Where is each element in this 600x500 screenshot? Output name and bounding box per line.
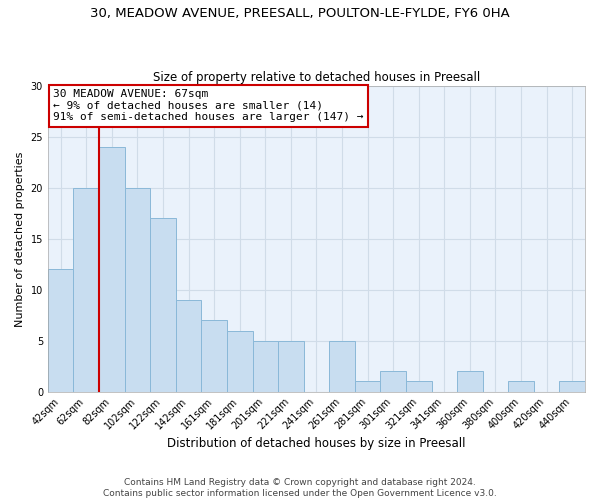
Bar [150,218,176,392]
Bar [380,372,406,392]
Bar [355,382,380,392]
Bar [227,330,253,392]
Bar [253,340,278,392]
Bar [406,382,431,392]
Y-axis label: Number of detached properties: Number of detached properties [15,151,25,326]
Text: 30, MEADOW AVENUE, PREESALL, POULTON-LE-FYLDE, FY6 0HA: 30, MEADOW AVENUE, PREESALL, POULTON-LE-… [90,8,510,20]
Bar [329,340,355,392]
Bar [559,382,585,392]
Bar [73,188,99,392]
Bar [202,320,227,392]
Bar [48,270,73,392]
Bar [457,372,482,392]
Bar [99,147,125,392]
Bar [278,340,304,392]
Bar [125,188,150,392]
Bar [508,382,534,392]
Text: 30 MEADOW AVENUE: 67sqm
← 9% of detached houses are smaller (14)
91% of semi-det: 30 MEADOW AVENUE: 67sqm ← 9% of detached… [53,89,364,122]
Text: Contains HM Land Registry data © Crown copyright and database right 2024.
Contai: Contains HM Land Registry data © Crown c… [103,478,497,498]
X-axis label: Distribution of detached houses by size in Preesall: Distribution of detached houses by size … [167,437,466,450]
Bar [176,300,202,392]
Title: Size of property relative to detached houses in Preesall: Size of property relative to detached ho… [153,70,480,84]
